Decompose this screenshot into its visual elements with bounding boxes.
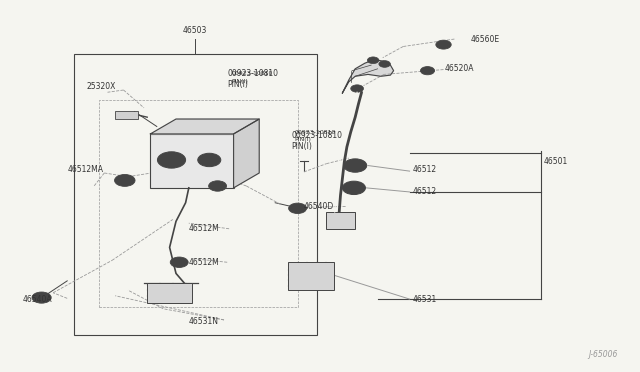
Bar xyxy=(74,54,317,335)
Text: 46512MA: 46512MA xyxy=(67,165,103,174)
Circle shape xyxy=(157,152,186,168)
Circle shape xyxy=(37,295,46,300)
Text: PIN(I): PIN(I) xyxy=(294,137,311,142)
Text: 46512M: 46512M xyxy=(189,224,220,233)
Circle shape xyxy=(175,260,183,264)
Bar xyxy=(150,134,234,188)
Text: 46540D: 46540D xyxy=(304,202,334,211)
Text: 00923-10810: 00923-10810 xyxy=(291,131,342,140)
Polygon shape xyxy=(342,60,394,93)
Polygon shape xyxy=(150,119,259,134)
Circle shape xyxy=(115,174,135,186)
Text: 00923-10810: 00923-10810 xyxy=(294,130,336,135)
Text: 46512: 46512 xyxy=(413,165,437,174)
Circle shape xyxy=(214,184,221,188)
Text: 00923-10810: 00923-10810 xyxy=(227,69,278,78)
Polygon shape xyxy=(234,119,259,188)
Text: 46512: 46512 xyxy=(413,187,437,196)
Circle shape xyxy=(379,61,390,67)
Bar xyxy=(115,111,138,119)
Circle shape xyxy=(436,40,451,49)
Circle shape xyxy=(420,67,435,75)
Text: 46531N: 46531N xyxy=(189,317,219,326)
Text: 00923-10810: 00923-10810 xyxy=(232,71,273,76)
Text: PIN(I): PIN(I) xyxy=(232,79,248,84)
Bar xyxy=(288,262,334,290)
Circle shape xyxy=(198,153,221,167)
Circle shape xyxy=(367,57,379,64)
Text: 46503: 46503 xyxy=(183,26,207,35)
Bar xyxy=(147,283,192,303)
Circle shape xyxy=(164,155,179,164)
Text: J-65006: J-65006 xyxy=(588,350,618,359)
Circle shape xyxy=(348,185,360,191)
Text: 46560E: 46560E xyxy=(470,35,500,44)
Circle shape xyxy=(32,292,51,303)
Circle shape xyxy=(351,85,364,92)
Text: PIN(I): PIN(I) xyxy=(227,80,248,89)
Circle shape xyxy=(170,257,188,267)
Bar xyxy=(326,212,355,229)
Text: 25320X: 25320X xyxy=(86,82,116,91)
Text: 46501: 46501 xyxy=(544,157,568,166)
Text: 46520A: 46520A xyxy=(445,64,474,73)
Circle shape xyxy=(289,203,307,214)
Circle shape xyxy=(209,181,227,191)
Text: PIN(I): PIN(I) xyxy=(291,142,312,151)
Circle shape xyxy=(342,181,365,195)
Text: 46540A: 46540A xyxy=(22,295,52,304)
Circle shape xyxy=(120,178,129,183)
Text: 46531: 46531 xyxy=(413,295,437,304)
Circle shape xyxy=(204,157,215,163)
Circle shape xyxy=(349,162,361,169)
Circle shape xyxy=(344,159,367,172)
Text: 46512M: 46512M xyxy=(189,258,220,267)
Circle shape xyxy=(294,206,301,211)
